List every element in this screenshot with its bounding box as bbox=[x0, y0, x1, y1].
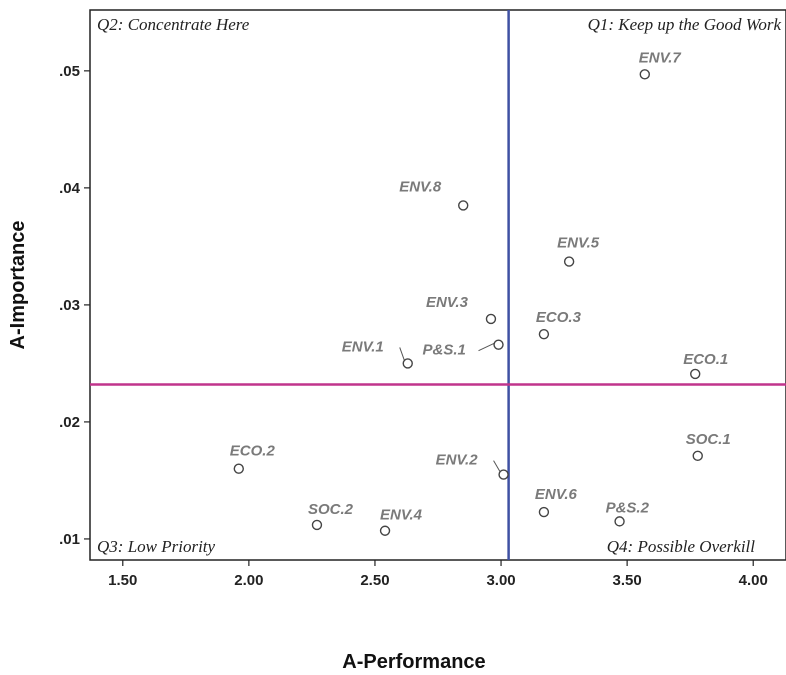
x-tick-label: 3.50 bbox=[613, 572, 642, 589]
point-label: ENV.2 bbox=[436, 452, 479, 469]
point-marker bbox=[311, 519, 323, 531]
point-leader-line bbox=[493, 460, 501, 473]
y-tick-label: .04 bbox=[59, 180, 81, 197]
data-point: SOC.1 bbox=[686, 431, 731, 462]
data-point: P&S.2 bbox=[606, 499, 650, 527]
quadrant-q2-label: Q2: Concentrate Here bbox=[97, 15, 250, 34]
y-axis-ticks: .01 .02 .03 .04 .05 bbox=[59, 63, 90, 548]
quadrant-q1-label: Q1: Keep up the Good Work bbox=[588, 15, 782, 34]
point-marker bbox=[690, 368, 701, 380]
data-point: ECO.1 bbox=[683, 351, 728, 380]
point-marker bbox=[563, 256, 575, 267]
data-point: ENV.7 bbox=[639, 49, 682, 80]
point-label: P&S.2 bbox=[606, 499, 650, 516]
data-point: ENV.6 bbox=[535, 486, 578, 518]
y-tick-label: .02 bbox=[59, 414, 80, 431]
point-label: ENV.3 bbox=[426, 294, 469, 311]
point-label: ECO.1 bbox=[683, 351, 728, 368]
point-leader-line bbox=[478, 342, 496, 352]
data-point: ENV.3 bbox=[426, 294, 497, 325]
point-marker bbox=[614, 516, 625, 527]
y-axis-title: A-Importance bbox=[7, 221, 29, 350]
data-points: ENV.7 ENV.8 ENV.5 ENV.3 ECO.3 P&S.1 ENV.1 ECO.1… bbox=[230, 49, 731, 536]
mean-reference-lines bbox=[90, 10, 786, 560]
point-label: ECO.3 bbox=[536, 309, 582, 326]
data-point: ENV.5 bbox=[557, 235, 600, 267]
quadrant-q4-label: Q4: Possible Overkill bbox=[607, 537, 756, 556]
x-tick-label: 2.00 bbox=[234, 572, 263, 589]
point-label: SOC.2 bbox=[308, 501, 354, 518]
point-label: ENV.5 bbox=[557, 235, 600, 252]
point-label: ECO.2 bbox=[230, 443, 276, 460]
point-marker bbox=[458, 200, 469, 211]
x-axis-title: A-Performance bbox=[342, 651, 485, 673]
point-marker bbox=[493, 339, 504, 350]
point-label: ENV.4 bbox=[380, 507, 423, 524]
data-point: SOC.2 bbox=[308, 501, 354, 531]
x-tick-label: 4.00 bbox=[739, 572, 768, 589]
data-point: ECO.3 bbox=[536, 309, 582, 340]
point-label: ENV.1 bbox=[342, 338, 384, 355]
point-label: P&S.1 bbox=[423, 342, 466, 359]
point-marker bbox=[538, 328, 550, 340]
point-marker bbox=[538, 506, 550, 518]
y-tick-label: .01 bbox=[59, 531, 80, 548]
point-marker bbox=[498, 469, 509, 480]
x-tick-label: 2.50 bbox=[360, 572, 389, 589]
y-tick-label: .03 bbox=[59, 297, 80, 314]
point-marker bbox=[402, 358, 413, 369]
x-tick-label: 3.00 bbox=[486, 572, 515, 589]
data-point: ECO.2 bbox=[230, 443, 276, 474]
data-point: P&S.1 bbox=[423, 339, 504, 359]
y-tick-label: .05 bbox=[59, 63, 80, 80]
plot-frame bbox=[89, 9, 786, 561]
point-marker bbox=[639, 69, 650, 80]
point-label: SOC.1 bbox=[686, 431, 731, 448]
point-label: ENV.6 bbox=[535, 486, 578, 503]
point-marker bbox=[692, 450, 703, 462]
x-axis-ticks: 1.50 2.00 2.50 3.00 3.50 4.00 bbox=[108, 560, 768, 589]
data-point: ENV.8 bbox=[399, 178, 469, 211]
quadrant-q3-label: Q3: Low Priority bbox=[97, 537, 216, 556]
point-leader-line bbox=[399, 347, 406, 362]
data-point: ENV.4 bbox=[379, 507, 423, 536]
point-marker bbox=[379, 525, 391, 536]
quadrant-labels: Q2: Concentrate Here Q1: Keep up the Goo… bbox=[97, 15, 781, 556]
point-label: ENV.8 bbox=[399, 178, 442, 195]
x-tick-label: 1.50 bbox=[108, 572, 137, 589]
point-marker bbox=[485, 313, 497, 325]
data-point: ENV.2 bbox=[436, 452, 509, 480]
data-point: ENV.1 bbox=[342, 338, 413, 369]
point-label: ENV.7 bbox=[639, 49, 682, 66]
point-marker bbox=[233, 463, 244, 474]
